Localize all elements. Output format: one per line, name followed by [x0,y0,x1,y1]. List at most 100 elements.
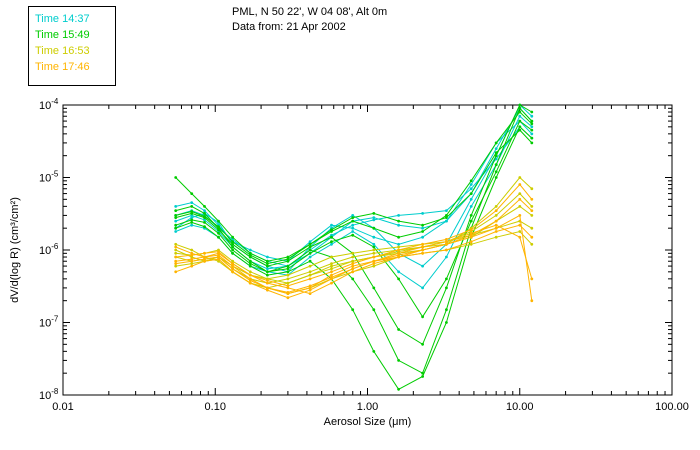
series-marker [445,248,448,252]
series-marker [351,230,355,233]
series-marker [190,221,194,224]
series-marker [530,197,534,201]
series-marker [397,248,400,252]
series-marker [330,273,333,277]
series-marker [421,264,424,268]
legend-item: Time 14:37 [35,13,90,25]
series-marker [445,308,448,312]
series-marker [530,128,534,132]
series-marker [174,245,178,249]
x-axis-title: Aerosol Size (μm) [324,416,412,428]
series-marker [351,255,355,259]
series-marker [518,223,522,227]
series-marker [421,315,424,319]
series-marker [530,187,534,191]
series-marker [308,245,312,249]
series-marker [397,270,400,274]
series-marker [330,228,333,232]
series-marker [231,248,235,252]
series-marker [421,251,424,255]
legend-item: Time 16:53 [35,45,90,57]
series-marker [351,223,355,227]
series-marker [308,292,312,295]
x-tick-label: 0.10 [205,401,226,413]
series-marker [469,235,473,239]
series-marker [231,270,235,274]
series-marker [308,284,312,288]
series-marker [330,267,333,271]
series-marker [469,240,473,244]
series-marker [494,205,498,208]
series-marker [330,262,333,265]
series-marker [266,259,269,263]
series-marker [372,286,376,290]
series-marker [372,218,376,222]
series-marker [266,279,269,282]
series-marker [530,277,534,281]
series-marker [286,286,290,290]
series-marker [174,262,178,265]
series-marker [286,259,290,263]
series-marker [494,235,498,239]
series-marker [469,179,473,183]
series-marker [397,242,400,246]
series-marker [308,259,312,263]
series-marker [397,387,400,391]
series-marker [518,125,522,129]
series-marker [351,267,355,271]
series-marker [518,110,522,114]
series-marker [372,235,376,239]
series-marker [397,219,400,223]
series-marker [421,245,424,249]
series-marker [494,230,498,233]
series-marker [248,273,252,277]
series-marker [330,223,333,227]
series-marker [351,259,355,263]
series-marker [421,235,424,239]
series-marker [445,240,448,244]
series-marker [286,255,290,259]
series-marker [421,242,424,246]
series-marker [372,212,376,215]
series-marker [308,273,312,277]
series-marker [469,228,473,232]
series-marker [248,264,252,268]
series-marker [445,255,448,259]
series-marker [494,226,498,230]
series-marker [372,248,376,252]
series-marker [494,214,498,217]
series-marker [421,342,424,346]
series-marker [174,255,178,259]
series-marker [397,253,400,257]
series-marker [231,242,235,246]
series-marker [330,270,333,274]
series-marker [445,321,448,324]
series-marker [372,259,376,263]
series-marker [397,245,400,249]
series-marker [286,291,290,294]
series-marker [203,205,206,208]
series-marker [530,136,534,140]
series-marker [190,205,194,208]
series-marker [286,257,290,261]
series-marker [286,296,290,300]
series-marker [174,205,178,208]
series-marker [469,205,473,208]
series-marker [330,255,333,259]
series-marker [445,219,448,223]
series-marker [203,259,206,263]
series-marker [518,197,522,201]
series-marker [397,235,400,239]
series-marker [286,277,290,281]
series-marker [372,226,376,230]
series-marker [203,218,206,222]
series-marker [174,226,178,230]
series-marker [308,288,312,292]
series-marker [203,225,206,229]
series-marker [351,251,355,255]
series-marker [231,238,235,241]
series-marker [248,279,252,282]
series-marker [248,259,252,263]
series-marker [372,245,376,249]
series-marker [174,209,178,213]
